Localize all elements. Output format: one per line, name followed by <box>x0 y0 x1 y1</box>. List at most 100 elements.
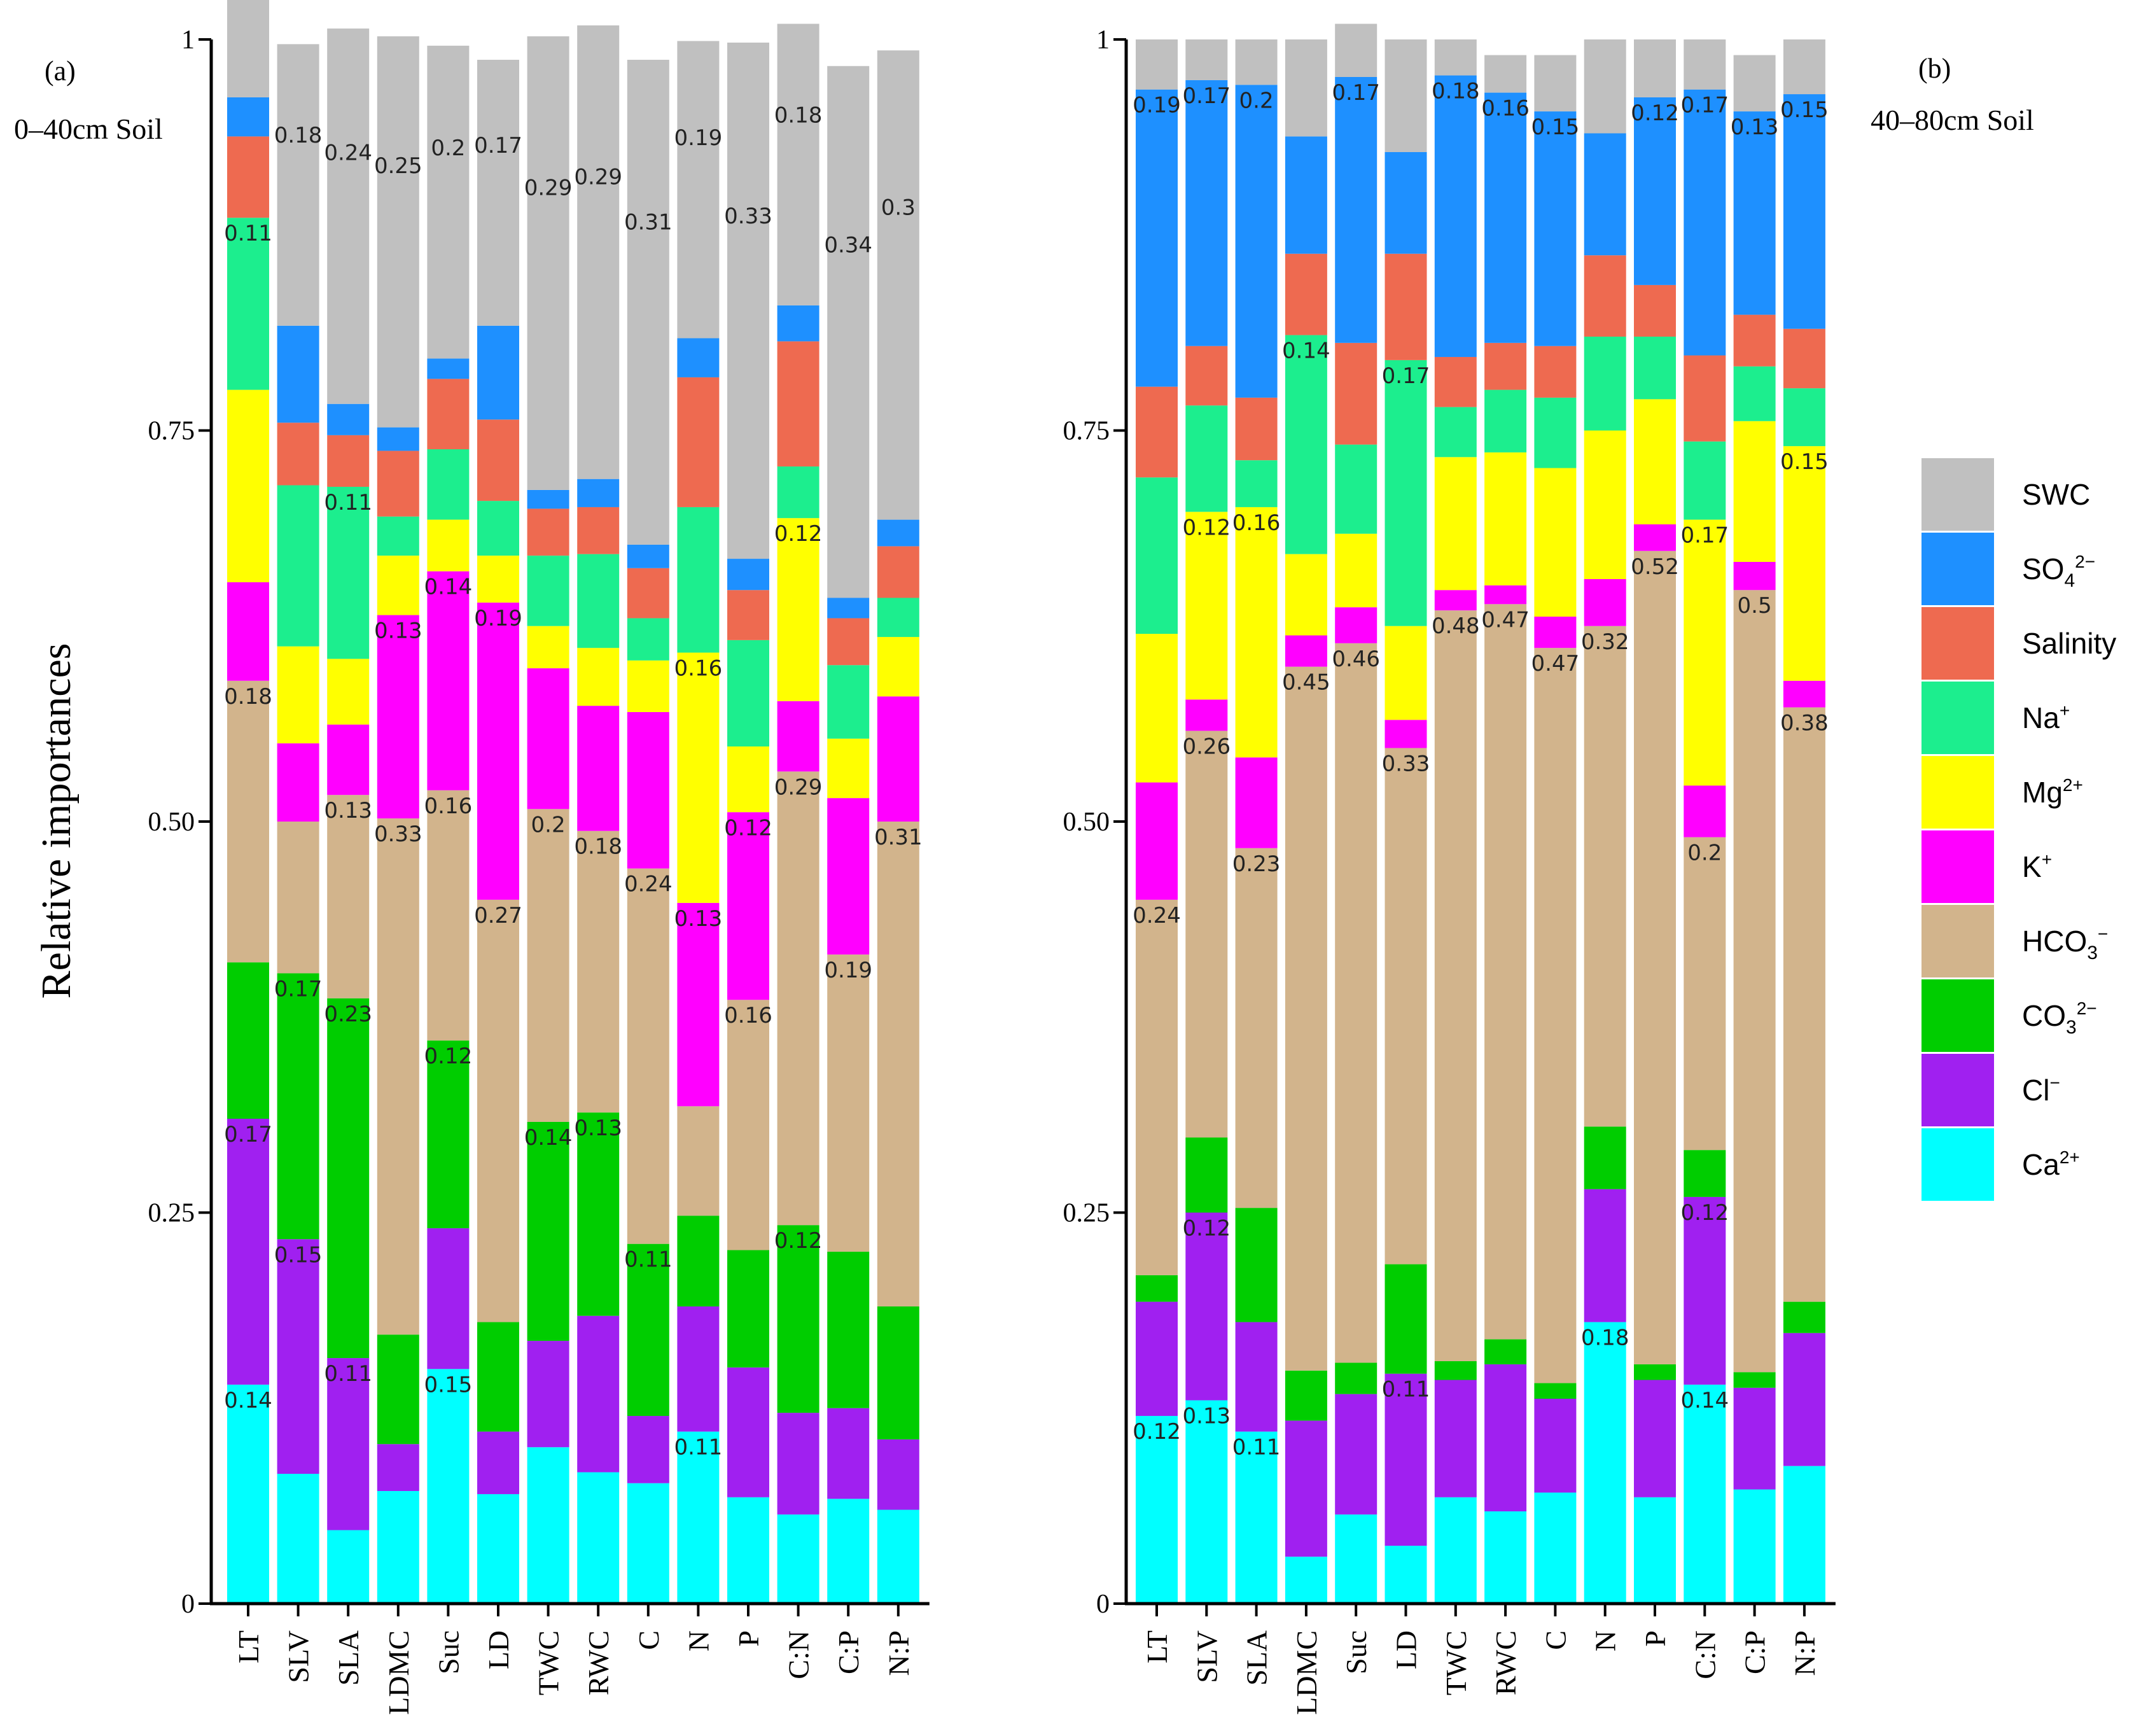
bar-rwc-cl <box>577 1315 620 1473</box>
bar-c-p-cl <box>1733 1387 1776 1490</box>
bar-slv-cl <box>1185 1212 1228 1401</box>
data-label-slv-mg2: 0.12 <box>1182 515 1231 540</box>
bar-c-na <box>1534 397 1577 468</box>
bar-twc-cl <box>1434 1380 1477 1497</box>
legend-label-so4-2: SO42− <box>2022 552 2095 591</box>
bar-p-hco3 <box>727 1000 769 1250</box>
legend-swatch-co3-2 <box>1921 979 1994 1052</box>
data-label-c-swc: 0.31 <box>624 210 673 235</box>
bar-ldmc-co3-2 <box>377 1334 419 1445</box>
data-label-c-n-swc: 0.18 <box>774 102 823 128</box>
data-label-ldmc-na: 0.14 <box>1282 339 1330 364</box>
bar-c-so4-2 <box>1534 111 1577 346</box>
bar-p-co3-2 <box>1634 1364 1676 1380</box>
bar-lt-salinity <box>227 136 269 218</box>
bar-n-k <box>1584 579 1626 626</box>
data-label-ld-hco3: 0.27 <box>474 903 522 928</box>
bar-rwc-co3-2 <box>1484 1339 1527 1364</box>
data-label-c-co3-2: 0.11 <box>624 1247 673 1273</box>
panel-b-chart: 0.120.240.190.130.120.260.120.170.110.23… <box>1063 24 2034 1715</box>
data-label-ld-k: 0.19 <box>474 606 522 631</box>
bar-p-ca2 <box>727 1497 769 1604</box>
legend-label-k: K+ <box>2022 850 2052 883</box>
panel-label: (b) <box>1918 53 1951 84</box>
x-tick-label-c-n: C:N <box>1689 1630 1721 1679</box>
bar-p-na <box>1634 337 1676 400</box>
legend-swatch-ca2 <box>1921 1128 1994 1201</box>
bar-ld-swc <box>1384 39 1427 152</box>
y-tick-label: 1 <box>181 25 195 55</box>
bar-lt-k <box>227 582 269 681</box>
bar-c-n-co3-2 <box>777 1225 819 1413</box>
bar-sla-na <box>327 486 370 659</box>
bar-n-p-so4-2 <box>1783 94 1825 329</box>
data-label-ld-cl: 0.11 <box>1382 1377 1430 1403</box>
bar-n-hco3 <box>1584 626 1626 1127</box>
data-label-ld-na: 0.17 <box>1382 363 1430 389</box>
x-tick-label-ldmc: LDMC <box>382 1630 415 1715</box>
y-tick-label: 1 <box>1096 25 1110 55</box>
data-label-rwc-so4-2: 0.16 <box>1481 96 1530 122</box>
bar-suc-hco3 <box>427 790 470 1041</box>
bar-ldmc-salinity <box>1285 253 1327 335</box>
bar-n-mg2 <box>677 652 720 903</box>
bar-sla-mg2 <box>1235 507 1278 758</box>
data-label-ldmc-swc: 0.25 <box>374 153 422 179</box>
bar-sla-mg2 <box>327 659 370 725</box>
bar-ld-hco3 <box>477 899 519 1322</box>
bar-ldmc-so4-2 <box>1285 136 1327 254</box>
data-label-slv-cl: 0.12 <box>1182 1216 1231 1242</box>
bar-n-hco3 <box>677 1106 720 1216</box>
bar-slv-mg2 <box>277 646 319 744</box>
bar-sla-cl <box>1235 1322 1278 1432</box>
bar-c-n-k <box>1684 785 1726 837</box>
legend-label-co3-2: CO32− <box>2022 998 2097 1038</box>
x-tick-label-slv: SLV <box>282 1630 315 1683</box>
bar-c-swc <box>1534 55 1577 112</box>
bar-lt-co3-2 <box>1136 1275 1178 1302</box>
bar-sla-so4-2 <box>1235 85 1278 398</box>
x-tick-label-n: N <box>682 1630 715 1651</box>
bar-sla-ca2 <box>327 1530 370 1604</box>
bar-lt-cl <box>227 1119 269 1385</box>
data-label-c-hco3: 0.47 <box>1531 651 1580 676</box>
bar-n-cl <box>677 1306 720 1432</box>
bar-c-p-hco3 <box>1733 590 1776 1373</box>
bar-c-p-swc <box>1733 55 1776 112</box>
bar-n-p-na <box>877 598 919 637</box>
legend-swatch-salinity <box>1921 607 1994 680</box>
data-label-n-k: 0.13 <box>674 906 723 932</box>
bar-p-mg2 <box>1634 399 1676 524</box>
bar-n-swc <box>677 41 720 339</box>
bar-c-ca2 <box>1534 1492 1577 1604</box>
bar-suc-swc <box>427 45 470 359</box>
data-label-sla-ca2: 0.11 <box>1232 1435 1281 1460</box>
data-label-twc-so4-2: 0.18 <box>1432 79 1480 104</box>
bar-ld-salinity <box>477 419 519 501</box>
bar-c-n-hco3 <box>1684 837 1726 1151</box>
bar-c-p-ca2 <box>1733 1489 1776 1604</box>
bar-twc-na <box>1434 407 1477 458</box>
bar-slv-cl <box>277 1239 319 1474</box>
legend-label-na: Na+ <box>2022 701 2070 734</box>
bar-c-p-mg2 <box>827 738 870 799</box>
x-tick-label-suc: Suc <box>1340 1630 1372 1674</box>
bar-rwc-cl <box>1484 1364 1527 1511</box>
bar-n-p-co3-2 <box>1783 1301 1825 1333</box>
bar-suc-k <box>427 571 470 790</box>
bar-n-ca2 <box>1584 1322 1626 1604</box>
bar-ld-k <box>477 602 519 900</box>
bar-suc-co3-2 <box>427 1040 470 1229</box>
bar-slv-co3-2 <box>277 973 319 1240</box>
bar-n-co3-2 <box>1584 1126 1626 1189</box>
bar-twc-mg2 <box>1434 457 1477 591</box>
bar-twc-swc <box>527 36 569 490</box>
x-tick-label-sla: SLA <box>332 1630 365 1686</box>
bar-n-so4-2 <box>677 338 720 377</box>
data-label-c-n-mg2: 0.17 <box>1680 523 1729 549</box>
legend: SWC SO42− Salinity Na+ Mg2+ K+ HCO3− CO32− Cl− Ca… <box>1921 458 2116 1201</box>
panel-label: (a) <box>45 55 76 87</box>
data-label-rwc-hco3: 0.47 <box>1481 607 1530 633</box>
bar-slv-ca2 <box>277 1473 319 1604</box>
